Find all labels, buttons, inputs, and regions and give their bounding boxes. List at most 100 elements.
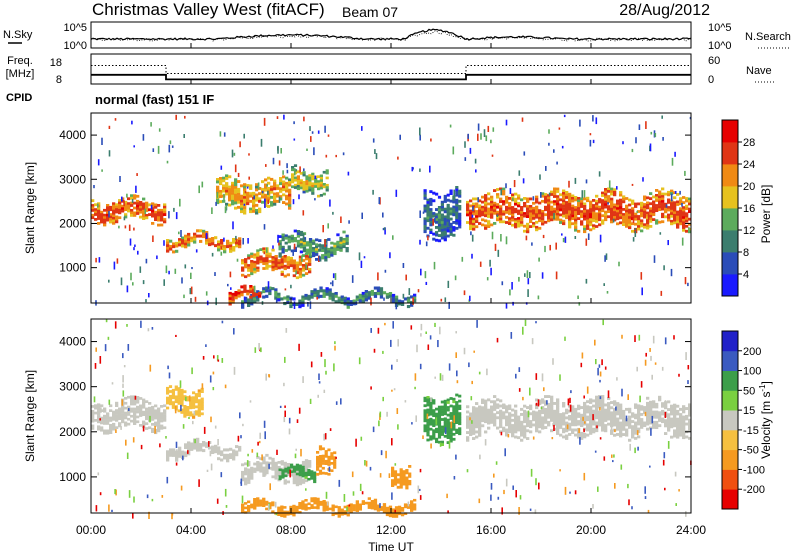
noise-cell [147,328,150,332]
noise-cell [142,134,145,141]
range-cell [231,300,235,304]
range-cell [583,417,587,421]
range-cell [295,271,300,275]
noise-cell [497,496,500,500]
range-cell [106,216,110,220]
noise-cell [548,142,550,146]
noise-cell [202,356,205,360]
range-cell [673,406,677,410]
noise-cell [453,476,456,480]
range-cell [577,212,581,215]
noise-cell [518,170,521,176]
range-cell [679,202,683,205]
range-cell [577,207,581,210]
range-cell [349,302,353,306]
range-cell [181,244,185,248]
time-axis: 00:00 04:00 08:00 12:00 16:00 20:00 24:00 [76,43,706,537]
noise-cell [372,189,374,195]
range-cell [577,433,581,436]
range-cell [622,409,626,413]
range-cell [115,419,119,422]
range-cell [178,446,182,450]
range-cell [163,220,167,224]
range-cell [673,429,677,433]
range-cell [256,456,260,459]
range-cell [481,218,485,222]
range-cell [312,251,316,255]
range-cell [175,244,179,248]
noise-cell [394,509,396,513]
range-cell [592,422,596,426]
range-cell [616,204,620,208]
range-cell [601,214,605,218]
range-cell [673,219,677,222]
noise-cell [446,493,448,499]
noise-cell [111,509,113,512]
range-cell [118,407,122,411]
range-cell [322,294,326,298]
noise-cell [122,353,124,359]
range-cell [112,212,116,215]
noise-cell [515,490,517,498]
range-cell [667,190,671,194]
noise-cell [391,492,393,500]
range-cell [541,398,545,402]
range-cell [535,198,539,201]
range-cell [550,200,554,204]
range-cell [443,434,447,438]
range-cell [278,245,282,248]
noise-cell [527,410,530,418]
range-cell [449,225,453,229]
range-cell [449,222,453,226]
noise-cell [396,359,398,362]
range-cell [145,400,149,403]
range-cell [232,248,236,252]
range-cell [571,207,575,210]
range-cell [429,420,433,424]
range-cell [391,481,395,485]
range-cell [511,424,515,427]
noise-cell [585,238,588,246]
range-cell [628,415,632,419]
range-cell [449,427,453,430]
noise-cell [523,151,526,156]
noise-cell [340,398,342,405]
noise-cell [316,296,318,300]
range-cell [250,267,254,271]
range-cell [458,199,462,203]
range-cell [278,240,282,243]
range-cell [252,294,256,297]
range-cell [103,422,107,425]
range-cell [511,223,515,227]
range-cell [180,388,184,392]
range-cell [595,220,599,223]
range-cell [172,250,176,254]
range-cell [637,215,641,218]
y-tick-label-2: 3000 [59,172,86,186]
range-cell [318,464,323,468]
noise-cell [205,344,207,347]
range-cell [628,203,632,207]
range-cell [166,239,170,242]
range-cell [556,406,560,410]
range-cell [670,222,674,226]
range-cell [529,210,533,213]
range-cell [446,219,450,223]
noise-cell [640,272,643,280]
noise-cell [597,367,599,376]
range-cell [139,208,143,212]
range-cell [130,400,134,403]
noise-cell [278,196,281,203]
noise-cell [448,363,451,371]
range-cell [487,220,491,223]
range-cell [490,198,494,202]
range-cell [610,192,614,196]
range-cell [682,218,686,222]
range-cell [472,406,476,410]
range-cell [568,218,572,221]
range-cell [264,178,268,182]
range-cell [499,404,503,408]
range-cell [631,414,635,418]
range-cell [264,193,268,197]
range-cell [189,401,193,405]
